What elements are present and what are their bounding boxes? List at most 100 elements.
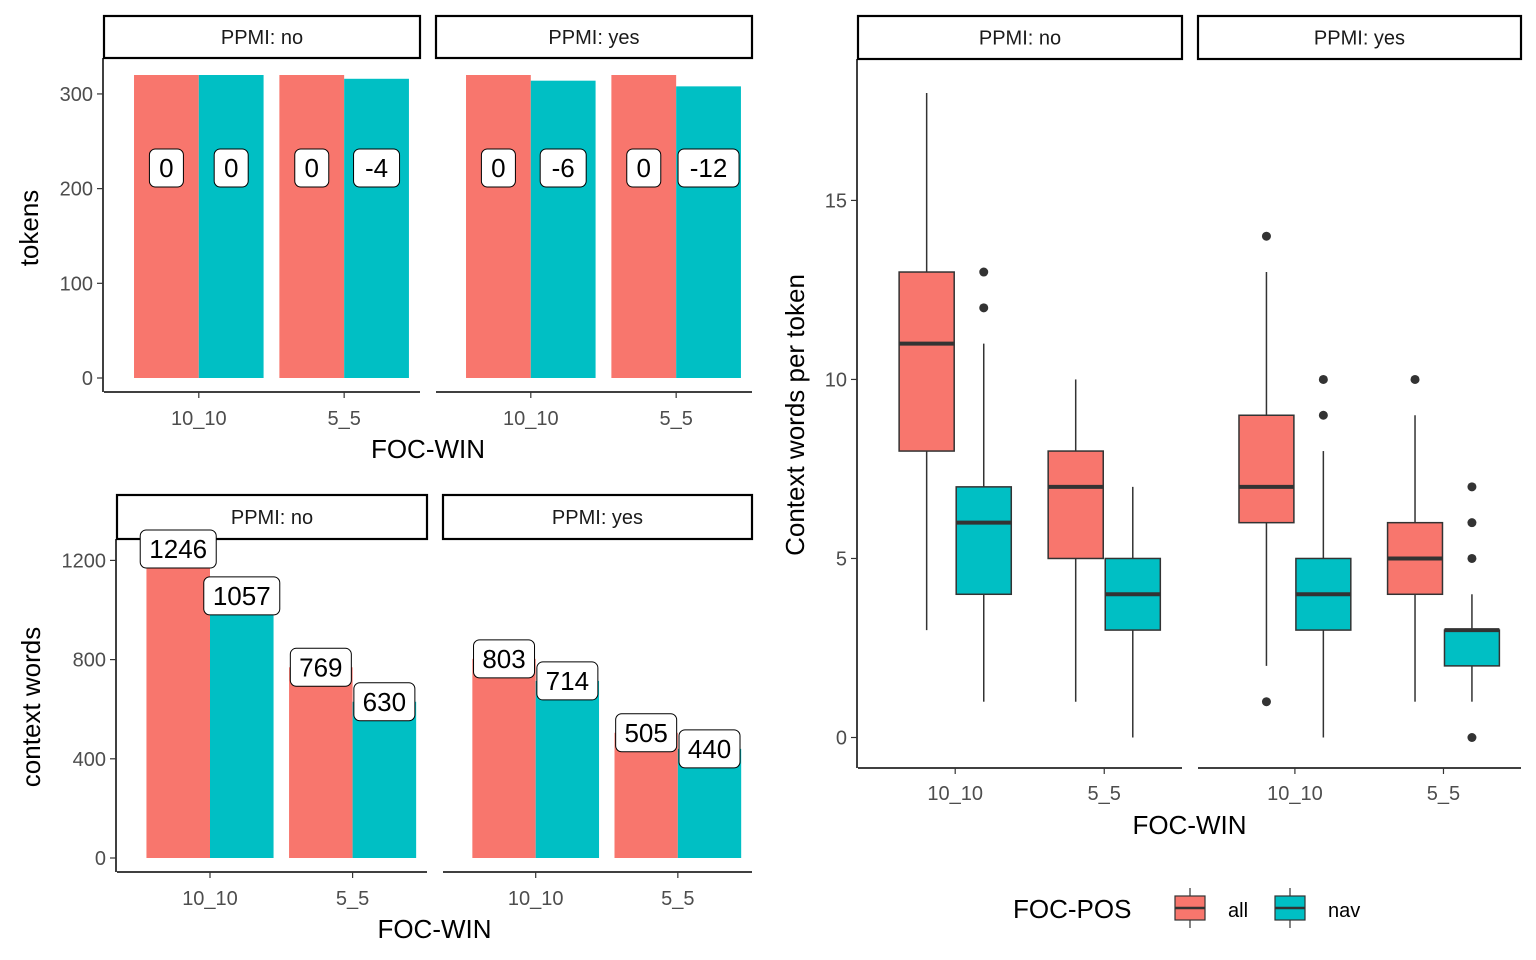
box-iqr bbox=[1238, 414, 1295, 524]
facet-strip-label: PPMI: no bbox=[231, 507, 313, 529]
bar-nav bbox=[535, 680, 600, 858]
bar-all bbox=[289, 667, 353, 858]
data-label-text: 1246 bbox=[149, 534, 207, 564]
data-label: 630 bbox=[353, 682, 416, 722]
x-tick-label: 10_10 bbox=[503, 408, 559, 430]
data-label-text: 0 bbox=[637, 153, 651, 183]
data-label-box bbox=[480, 148, 516, 188]
facet-strip-label: PPMI: yes bbox=[1314, 28, 1405, 50]
outlier-point bbox=[1467, 482, 1477, 492]
outlier-point bbox=[1467, 733, 1477, 742]
facet-strip-label: PPMI: yes bbox=[552, 507, 643, 529]
box-iqr bbox=[898, 271, 955, 452]
outlier-point bbox=[1261, 231, 1271, 241]
data-label: 1057 bbox=[203, 576, 281, 616]
y-tick-label: 400 bbox=[73, 749, 106, 771]
x-axis-title: FOC-WIN bbox=[371, 434, 485, 464]
bar-nav bbox=[210, 595, 274, 858]
outlier-point bbox=[979, 303, 989, 313]
bar-all bbox=[472, 658, 536, 858]
x-tick-label: 5_5 bbox=[659, 408, 692, 430]
data-label-box bbox=[353, 682, 416, 722]
data-label-box bbox=[677, 148, 740, 188]
data-label-text: 769 bbox=[299, 652, 342, 682]
bar-nav bbox=[352, 701, 417, 858]
data-label-text: 0 bbox=[224, 153, 238, 183]
data-label-text: 0 bbox=[159, 153, 173, 183]
x-axis-title: FOC-WIN bbox=[1132, 810, 1246, 840]
y-axis-title: context words bbox=[16, 627, 46, 787]
box-nav bbox=[1104, 486, 1162, 738]
bar-nav bbox=[344, 78, 409, 378]
data-label: 0 bbox=[480, 148, 516, 188]
x-tick-label: 10_10 bbox=[927, 783, 983, 805]
data-label: 0 bbox=[626, 148, 662, 188]
x-tick-label: 10_10 bbox=[508, 888, 564, 910]
y-tick-label: 200 bbox=[60, 179, 93, 201]
y-tick-label: 800 bbox=[73, 650, 106, 672]
data-label-text: -12 bbox=[690, 153, 728, 183]
x-tick-label: 5_5 bbox=[327, 408, 360, 430]
data-label: 803 bbox=[473, 639, 536, 679]
data-label-text: 1057 bbox=[213, 581, 271, 611]
bar-all bbox=[466, 75, 531, 378]
outlier-point bbox=[1318, 374, 1328, 384]
x-tick-label: 5_5 bbox=[336, 888, 369, 910]
x-tick-label: 10_10 bbox=[171, 408, 227, 430]
y-tick-label: 10 bbox=[825, 369, 847, 391]
bar-all bbox=[611, 75, 677, 378]
data-label-box bbox=[473, 639, 536, 679]
data-label: 440 bbox=[678, 729, 741, 769]
y-tick-label: 1200 bbox=[62, 550, 107, 572]
x-tick-label: 5_5 bbox=[661, 888, 694, 910]
outlier-point bbox=[1467, 553, 1477, 563]
data-label-box bbox=[626, 148, 662, 188]
x-axis-title: FOC-WIN bbox=[377, 914, 491, 944]
box-all bbox=[1047, 379, 1104, 702]
data-label-text: 505 bbox=[624, 718, 667, 748]
y-tick-label: 0 bbox=[836, 728, 847, 750]
y-tick-label: 5 bbox=[836, 548, 847, 570]
data-label: 714 bbox=[536, 661, 599, 701]
data-label-text: 0 bbox=[491, 153, 505, 183]
data-label-text: 440 bbox=[688, 734, 731, 764]
legend-key-all bbox=[1174, 888, 1206, 928]
data-label-box bbox=[615, 713, 678, 753]
data-label-box bbox=[536, 661, 599, 701]
facet-strip bbox=[856, 14, 1184, 61]
data-label-text: 714 bbox=[546, 666, 589, 696]
facet-strip bbox=[102, 14, 422, 60]
x-tick-label: 10_10 bbox=[1267, 783, 1323, 805]
facet-panel-1: PPMI: yes 10_10 5_5 0 0 -6 -12 bbox=[434, 14, 754, 430]
bar-nav bbox=[530, 80, 596, 379]
box-nav bbox=[1443, 482, 1501, 742]
y-tick-label: 0 bbox=[82, 368, 93, 390]
box-all bbox=[1238, 231, 1295, 707]
y-tick-label: 0 bbox=[95, 848, 106, 870]
data-label: 0 bbox=[213, 148, 249, 188]
y-tick-label: 300 bbox=[60, 84, 93, 106]
box-iqr bbox=[955, 486, 1013, 596]
data-label-box bbox=[289, 647, 352, 687]
facet-strip bbox=[1196, 14, 1523, 61]
data-label-box bbox=[213, 148, 249, 188]
data-label: 1246 bbox=[139, 529, 217, 569]
data-label-box bbox=[353, 148, 401, 188]
data-label-box bbox=[678, 729, 741, 769]
legend: FOC-POS all nav bbox=[1013, 888, 1360, 928]
outlier-point bbox=[979, 267, 989, 277]
data-label-text: -4 bbox=[365, 153, 388, 183]
data-label-text: 803 bbox=[482, 644, 525, 674]
box-nav bbox=[1295, 374, 1352, 738]
data-label-box bbox=[148, 148, 184, 188]
x-tick-label: 5_5 bbox=[1427, 783, 1460, 805]
facet-strip-label: PPMI: no bbox=[221, 27, 303, 49]
facet-strip-label: PPMI: yes bbox=[548, 27, 639, 49]
legend-title: FOC-POS bbox=[1013, 894, 1131, 924]
data-label: -6 bbox=[539, 148, 587, 188]
outlier-point bbox=[1467, 518, 1477, 528]
data-label-box bbox=[139, 529, 217, 569]
x-tick-label: 10_10 bbox=[182, 888, 238, 910]
data-label-box bbox=[539, 148, 587, 188]
